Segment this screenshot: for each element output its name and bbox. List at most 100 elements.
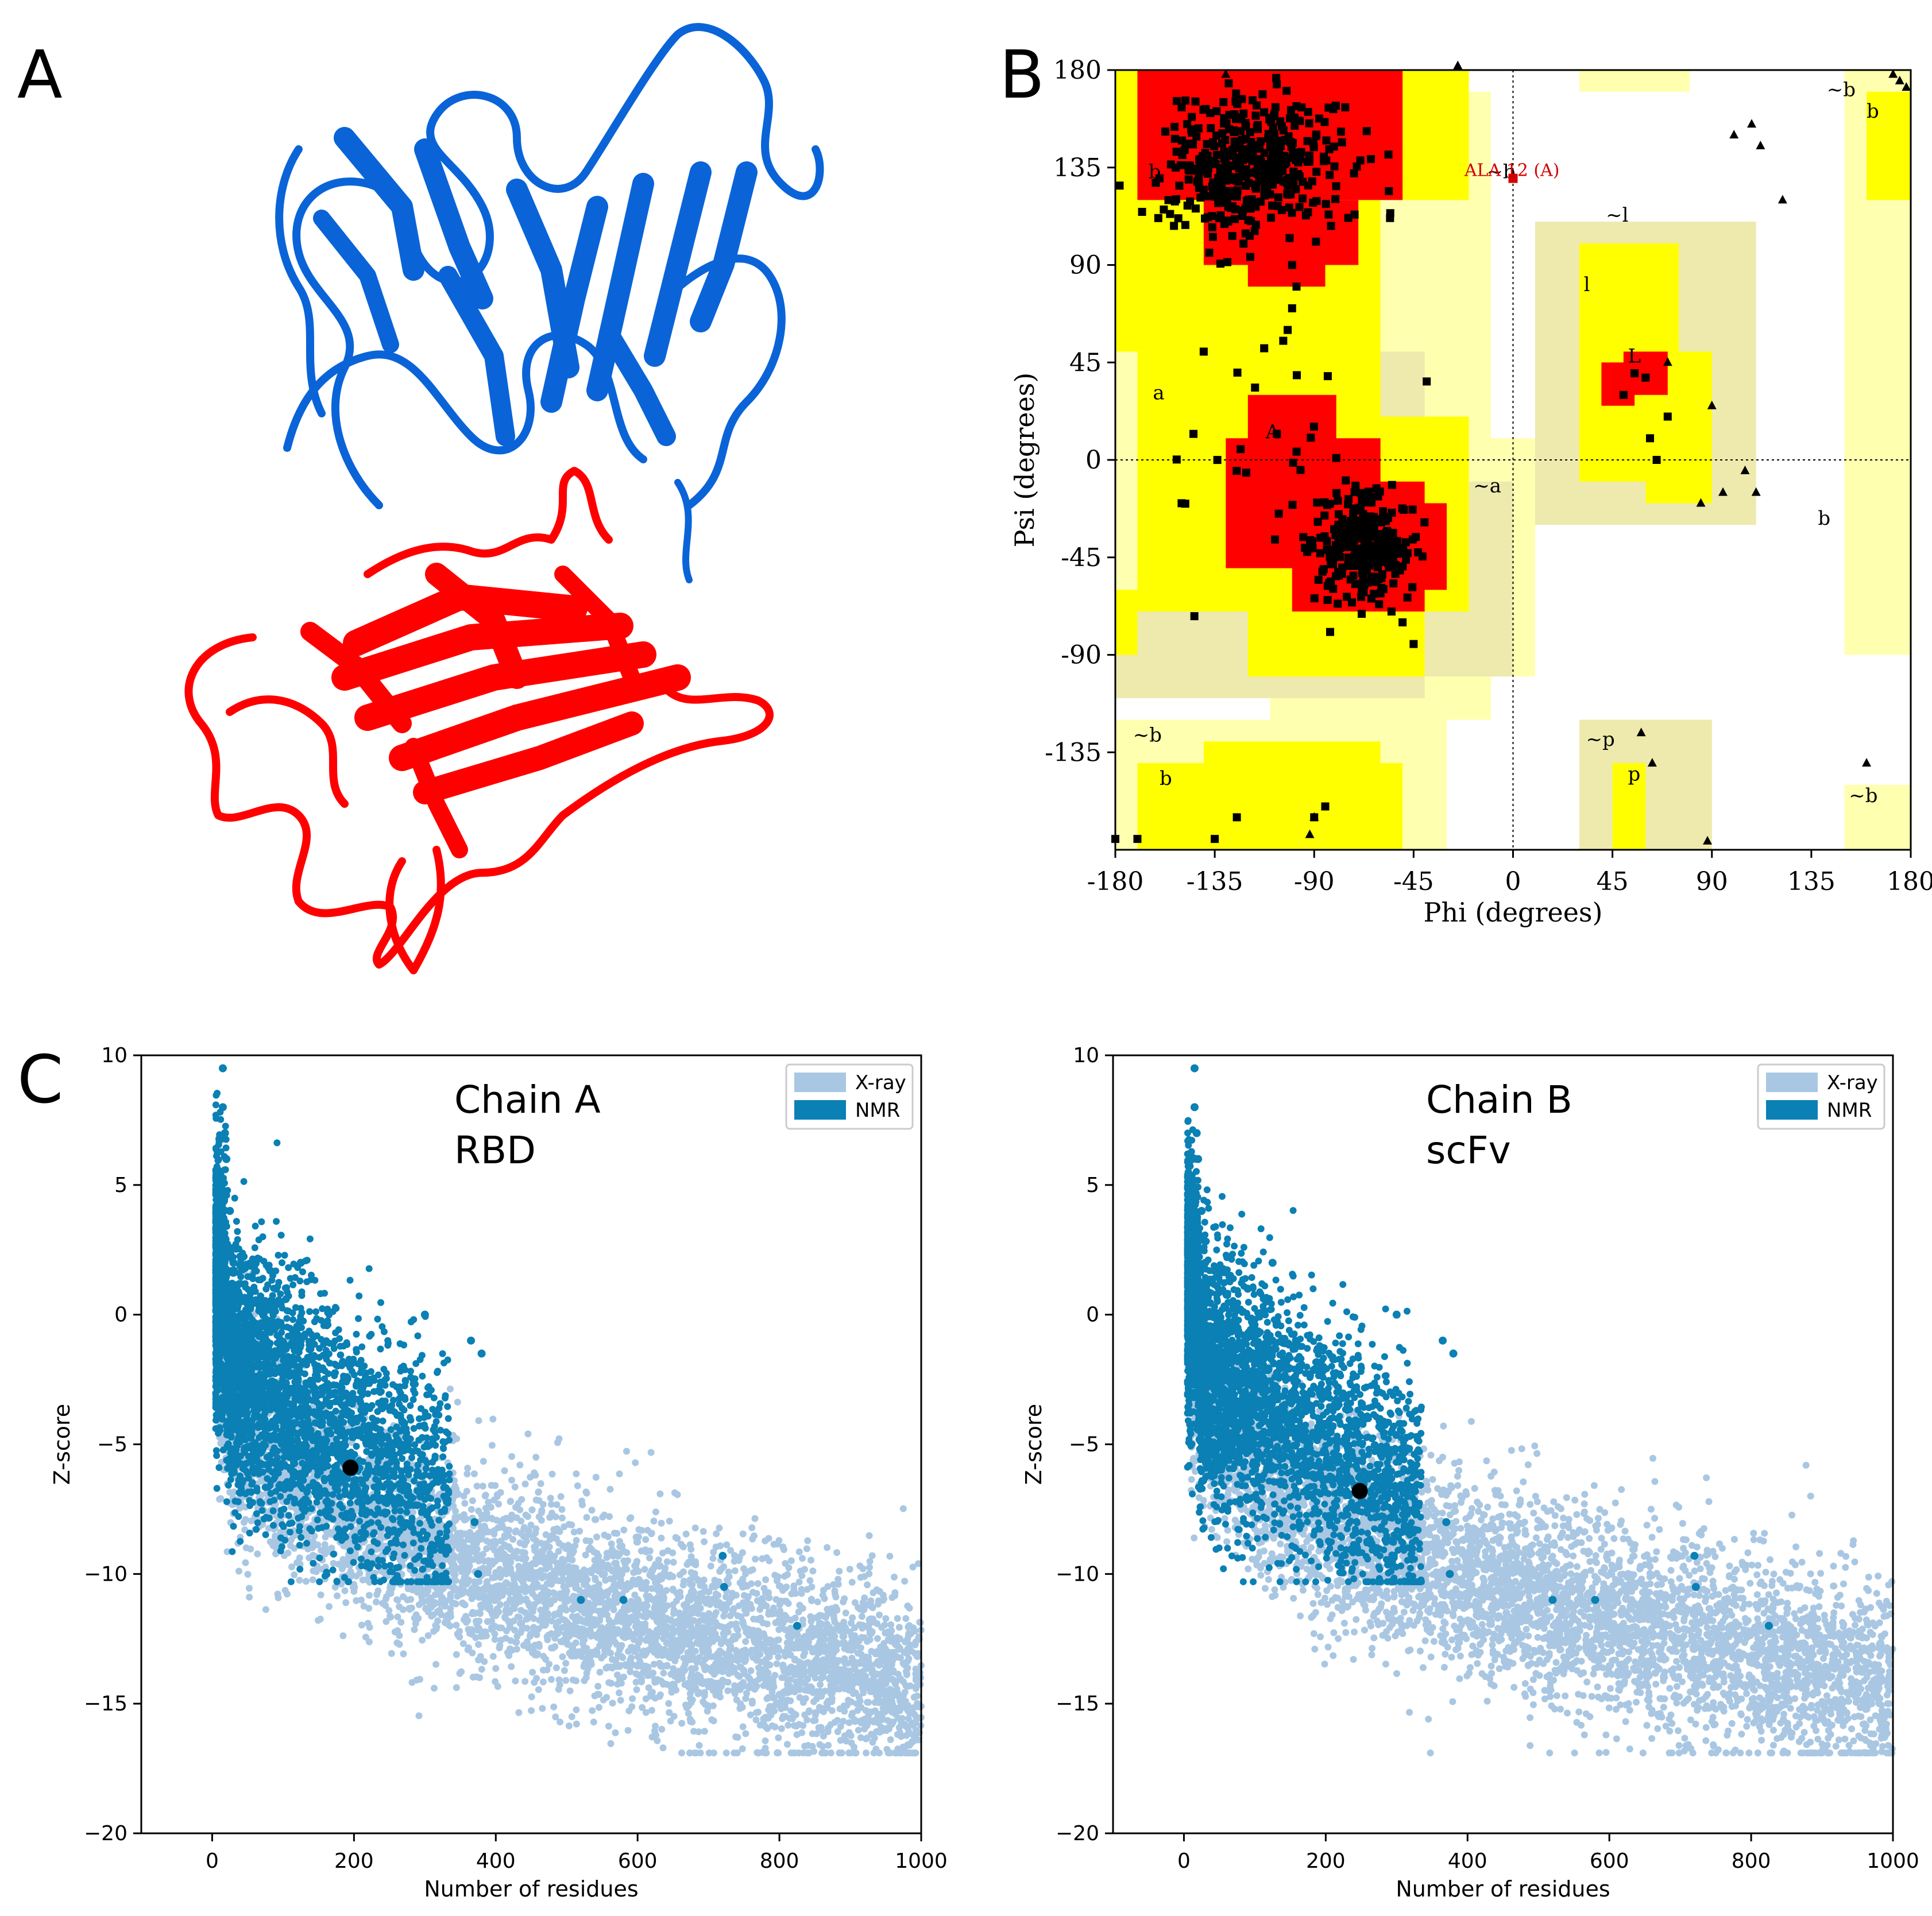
xray-point [453, 1622, 459, 1629]
rama-residue-point [1344, 495, 1353, 503]
rama-residue-point [1254, 125, 1262, 133]
xray-point [700, 1528, 707, 1535]
xray-point [753, 1709, 760, 1716]
xray-point [463, 1488, 470, 1495]
xray-point [590, 1718, 597, 1725]
rama-residue-point [1386, 209, 1394, 217]
protein-structure [188, 27, 820, 970]
xray-point [814, 1598, 821, 1605]
rama-y-tick-label: 45 [1069, 348, 1102, 377]
xray-point [574, 1483, 581, 1489]
panel-label-c: C [17, 1042, 63, 1118]
rama-residue-point [1289, 459, 1297, 467]
rama-y-tick-label: -45 [1061, 543, 1102, 572]
rama-residue-point [1293, 448, 1301, 456]
panel-label-b: B [999, 37, 1045, 114]
xray-point [740, 1531, 747, 1538]
rama-residue-point [1293, 371, 1301, 379]
rama-residue-point [1278, 161, 1286, 169]
rama-residue-point [1207, 124, 1215, 132]
rama-residue-point [1234, 187, 1242, 195]
rama-residue-point [1334, 497, 1342, 505]
xray-point [855, 1727, 862, 1733]
rama-residue-point [1296, 117, 1304, 125]
panel-label-a: A [17, 37, 63, 114]
xray-point [743, 1690, 750, 1697]
xray-point [407, 1596, 414, 1603]
xray-point [881, 1621, 888, 1628]
xray-point [810, 1748, 817, 1755]
rama-residue-point [1321, 803, 1329, 811]
xray-point [465, 1626, 472, 1633]
rama-residue-point [1337, 127, 1345, 136]
xray-point [760, 1719, 767, 1726]
rama-region-label: ~b [1827, 78, 1856, 101]
xray-point [492, 1678, 499, 1685]
xray-point [497, 1601, 504, 1608]
rama-residue-point [1242, 229, 1250, 237]
xray-point [681, 1578, 687, 1585]
xray-point [748, 1524, 755, 1531]
xray-point [666, 1518, 673, 1524]
rama-residue-point [1326, 171, 1334, 179]
rama-residue-point [1229, 151, 1237, 159]
rama-residue-point [1278, 206, 1286, 214]
rama-residue-point [1326, 145, 1334, 153]
rama-y-tick-label: -90 [1061, 641, 1102, 670]
rama-residue-point [1171, 135, 1179, 143]
rama-x-tick-label: -180 [1087, 867, 1144, 896]
xray-point [353, 1597, 360, 1604]
xray-point [582, 1551, 589, 1558]
rama-residue-point [1267, 214, 1275, 222]
xray-point [810, 1717, 817, 1724]
rama-y-tick-label: 180 [1053, 56, 1102, 85]
xray-point [503, 1579, 509, 1586]
xray-point [512, 1504, 519, 1511]
xray-point [521, 1542, 528, 1549]
xray-point [334, 1592, 341, 1599]
rama-residue-point [1209, 233, 1217, 241]
rama-residue-point [1205, 249, 1213, 257]
xray-point [713, 1530, 720, 1537]
rama-residue-point [1208, 183, 1216, 191]
rama-residue-point [1231, 175, 1239, 183]
rama-region-label: ~l [1606, 204, 1628, 227]
rama-residue-point [1265, 115, 1273, 123]
xray-point [803, 1545, 810, 1552]
rama-region-label: ~a [1473, 475, 1501, 498]
rama-residue-point [1321, 532, 1329, 540]
xray-point [550, 1704, 557, 1710]
rama-core-region [1248, 243, 1326, 287]
rama-residue-point [1348, 598, 1356, 606]
rama-residue-point [1324, 596, 1332, 604]
xray-point [561, 1523, 567, 1530]
xray-point [849, 1579, 856, 1586]
xray-point [778, 1674, 785, 1681]
rama-residue-point [1350, 523, 1358, 531]
rama-residue-point [1361, 580, 1369, 589]
xray-point [739, 1704, 746, 1710]
xray-point [515, 1709, 522, 1716]
xray-point [726, 1573, 733, 1580]
rama-residue-point [1220, 220, 1228, 228]
rama-residue-point [1382, 517, 1390, 525]
rama-residue-point [1154, 214, 1162, 222]
rama-residue-point [1354, 548, 1362, 556]
xray-point [366, 1624, 373, 1631]
xray-point [540, 1653, 547, 1660]
rama-residue-point [1241, 204, 1249, 212]
rama-outlier-label: ALA 12 (A) [1464, 161, 1560, 181]
xray-point [556, 1677, 563, 1683]
xray-point [876, 1612, 883, 1619]
xray-point [318, 1592, 324, 1598]
xray-point [732, 1567, 739, 1574]
xray-point [785, 1722, 791, 1729]
rama-residue-point [1255, 145, 1263, 153]
xray-point [373, 1591, 380, 1598]
rama-residue-point [1296, 155, 1304, 163]
xray-point [620, 1527, 627, 1534]
rama-residue-point [1374, 538, 1382, 546]
rama-residue-point [1246, 253, 1254, 261]
xray-point [497, 1489, 504, 1496]
rama-residue-point [1404, 549, 1412, 557]
